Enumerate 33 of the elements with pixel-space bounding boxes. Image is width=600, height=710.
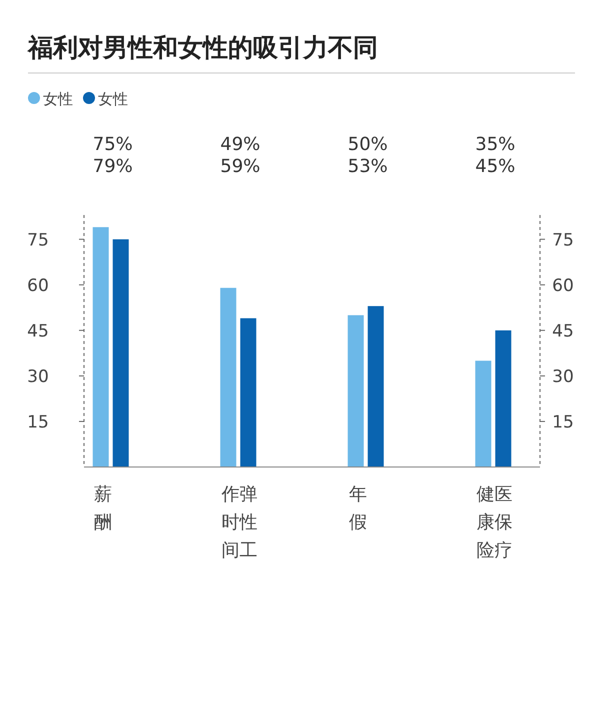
y-tick-label: 45 [27, 321, 49, 342]
x-tick-label: 健医康保险疗 [476, 484, 512, 561]
x-tick-label: 年假 [348, 484, 367, 533]
bar [92, 227, 109, 467]
text: 49% [220, 134, 260, 155]
bar [348, 315, 364, 467]
y-tick-label: 60 [27, 276, 49, 296]
text: 45% [475, 156, 516, 177]
y2-tick-label: 45 [552, 321, 574, 342]
y2-tick-label: 60 [552, 276, 574, 296]
x-tick-label: 作弹时性间工 [220, 484, 258, 561]
y-tick-label: 30 [27, 366, 49, 387]
y2-tick-label: 15 [552, 412, 574, 432]
text: 75% [92, 134, 133, 155]
text: 35% [475, 134, 516, 155]
bar [368, 306, 384, 467]
text: 59% [220, 156, 260, 177]
y2-tick-label: 30 [552, 366, 574, 387]
bar [475, 360, 492, 467]
legend-label: 女性 [43, 90, 73, 108]
y-tick-label: 75 [27, 230, 49, 250]
y2-tick-label: 75 [552, 230, 574, 250]
text: 79% [92, 156, 133, 177]
chart-title: 福利对男性和女性的吸引力不同 [27, 33, 378, 62]
bar [495, 330, 512, 467]
x-tick-label: 薪酬 [94, 484, 112, 533]
bar [112, 239, 129, 467]
bar [240, 318, 256, 467]
legend-label: 女性 [98, 90, 128, 108]
bar [220, 288, 236, 467]
text: 53% [348, 156, 388, 177]
text: 50% [348, 134, 388, 155]
y-tick-label: 15 [27, 412, 49, 432]
